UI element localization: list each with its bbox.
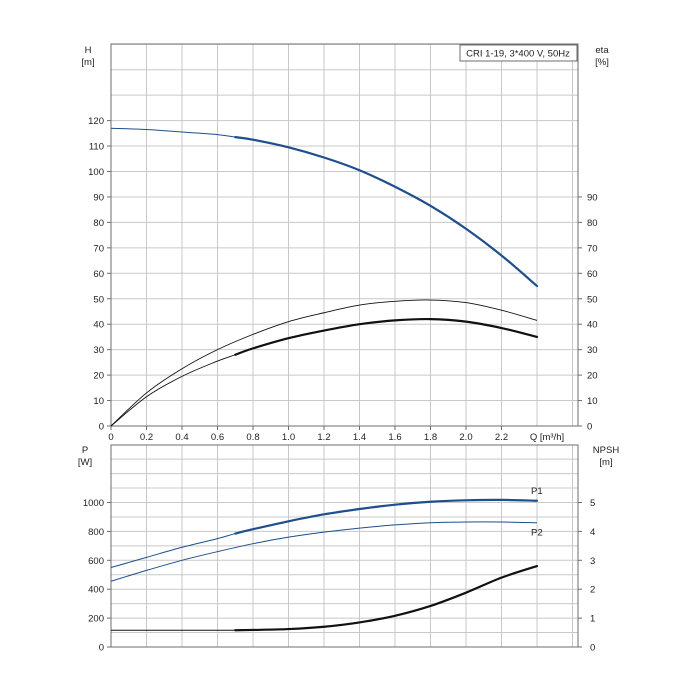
y-right-tick-label: 40: [587, 320, 598, 331]
y-left-tick-label: 40: [93, 320, 104, 331]
x-tick-label: 1.2: [317, 432, 330, 443]
y-right-tick-label: 2: [590, 585, 595, 596]
y-left-tick-label: 10: [93, 396, 104, 407]
y-left-axis-title: P: [82, 445, 88, 456]
y-left-tick-label: 50: [93, 294, 104, 305]
y-right-tick-label: 60: [587, 269, 598, 280]
x-tick-label: 2.0: [459, 432, 472, 443]
series-label: P2: [531, 528, 543, 539]
y-left-tick-label: 60: [93, 269, 104, 280]
y-right-tick-label: 5: [590, 498, 595, 509]
y-left-tick-label: 30: [93, 345, 104, 356]
series-line: [110, 299, 538, 427]
y-left-tick-label: 0: [99, 643, 104, 654]
y-left-axis-unit: [W]: [78, 457, 92, 468]
x-tick-label: 0.2: [140, 432, 153, 443]
y-right-tick-label: 4: [590, 527, 595, 538]
y-left-tick-label: 90: [93, 192, 104, 203]
y-right-tick-label: 30: [587, 345, 598, 356]
series-line-operating: [234, 498, 539, 535]
series-line-operating: [234, 317, 539, 356]
y-right-tick-label: 0: [587, 422, 592, 433]
x-tick-label: 0.4: [175, 432, 188, 443]
x-tick-label: 1.6: [388, 432, 401, 443]
y-left-tick-label: 1000: [83, 498, 104, 509]
y-right-axis-unit: [%]: [595, 57, 609, 68]
y-right-tick-label: 10: [587, 396, 598, 407]
y-left-tick-label: 20: [93, 371, 104, 382]
y-left-tick-label: 0: [99, 422, 104, 433]
series-line-operating: [234, 136, 539, 288]
series-line-operating: [234, 564, 539, 632]
y-right-tick-label: 80: [587, 218, 598, 229]
y-right-axis-unit: [m]: [599, 457, 612, 468]
x-tick-label: 1.0: [282, 432, 295, 443]
y-left-axis-title: H: [85, 45, 92, 56]
y-left-tick-label: 600: [88, 556, 104, 567]
x-tick-label: 0.8: [246, 432, 259, 443]
y-right-tick-label: 20: [587, 371, 598, 382]
x-axis-label: Q [m³/h]: [530, 432, 564, 443]
y-left-tick-label: 800: [88, 527, 104, 538]
x-tick-label: 0.6: [211, 432, 224, 443]
y-left-tick-label: 80: [93, 218, 104, 229]
y-right-tick-label: 3: [590, 556, 595, 567]
legend-text: CRI 1-19, 3*400 V, 50Hz: [466, 49, 570, 60]
y-right-tick-label: 70: [587, 243, 598, 254]
y-left-tick-label: 400: [88, 585, 104, 596]
y-left-axis-unit: [m]: [81, 57, 94, 68]
y-left-tick-label: 70: [93, 243, 104, 254]
y-right-tick-label: 1: [590, 614, 595, 625]
series-line: [110, 521, 538, 582]
lower-plot-frame: [110, 444, 579, 648]
y-left-tick-label: 100: [88, 167, 104, 178]
y-right-tick-label: 0: [590, 643, 595, 654]
y-right-axis-title: eta: [595, 45, 609, 56]
legend-box: [459, 44, 578, 62]
x-tick-label: 1.8: [424, 432, 437, 443]
y-left-tick-label: 110: [89, 142, 104, 153]
y-left-tick-label: 120: [88, 116, 104, 127]
x-tick-label: 2.2: [495, 432, 508, 443]
upper-plot-frame: [110, 43, 579, 427]
y-right-tick-label: 50: [587, 294, 598, 305]
y-right-tick-label: 90: [587, 192, 598, 203]
x-tick-label: 1.4: [353, 432, 366, 443]
y-right-axis-title: NPSH: [593, 445, 620, 456]
series-label: P1: [531, 486, 543, 497]
x-tick-label: 0: [108, 432, 113, 443]
y-left-tick-label: 200: [88, 614, 104, 625]
